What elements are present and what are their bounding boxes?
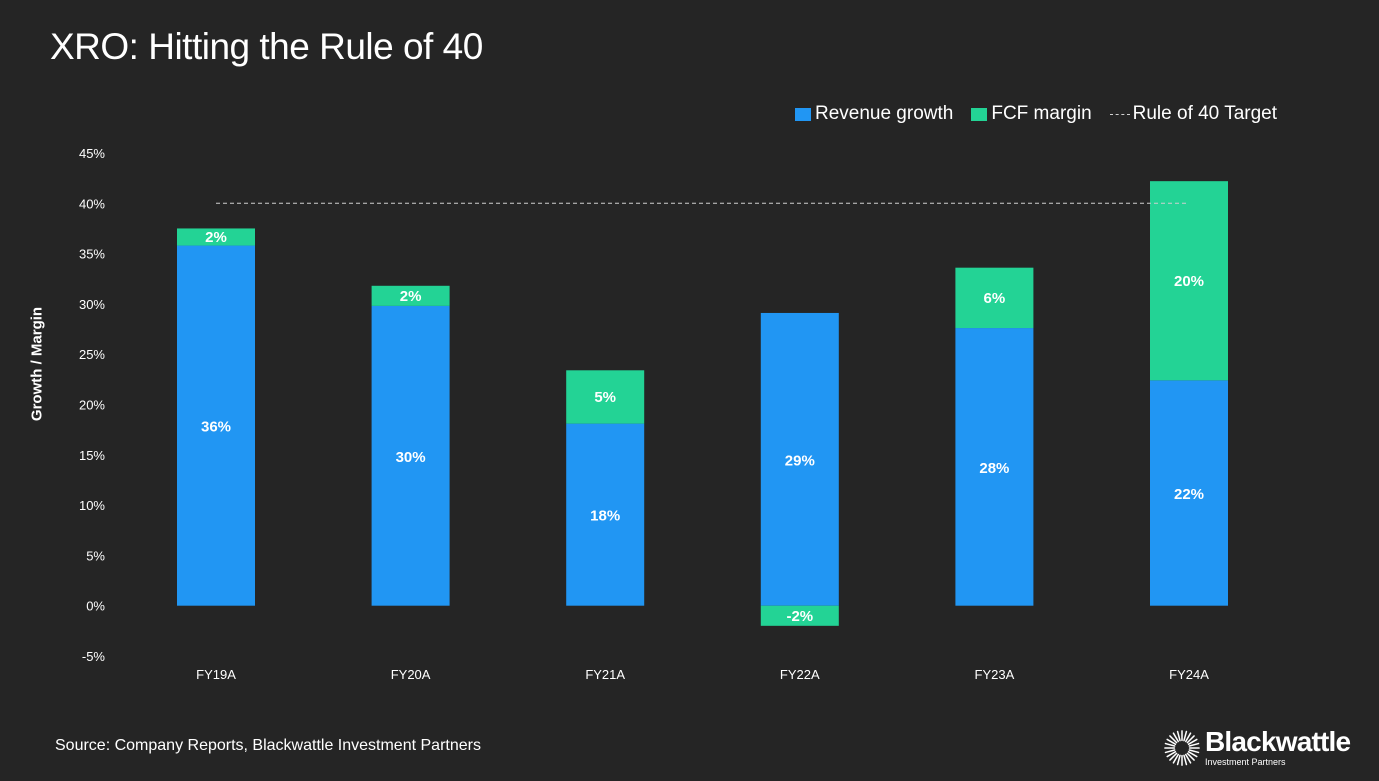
data-label-fcf: -2% — [786, 608, 813, 625]
legend-item-target: Rule of 40 Target — [1109, 103, 1277, 125]
legend-label-target: Rule of 40 Target — [1132, 103, 1277, 124]
data-label-fcf: 20% — [1174, 273, 1204, 290]
logo-ray — [1172, 731, 1179, 742]
bar-fcf-margin — [177, 228, 255, 246]
y-tick-label: 5% — [86, 548, 105, 563]
data-label-fcf: 5% — [594, 389, 616, 406]
x-tick-label: FY22A — [780, 667, 820, 682]
data-label-fcf: 2% — [400, 288, 422, 305]
bar-revenue-growth — [177, 245, 255, 606]
y-tick-label: 0% — [86, 599, 105, 614]
bar-fcf-margin — [566, 370, 645, 424]
y-tick-label: 10% — [79, 498, 105, 513]
data-label-revenue: 28% — [979, 460, 1009, 477]
bar-fcf-margin — [955, 267, 1034, 329]
y-tick-label: -5% — [82, 649, 106, 664]
legend-label-fcf: FCF margin — [991, 103, 1092, 124]
y-tick-label: 15% — [79, 448, 105, 463]
logo: Blackwattle Investment Partners — [1163, 726, 1351, 767]
legend-swatch-target — [1109, 113, 1130, 115]
logo-subtitle: Investment Partners — [1205, 757, 1286, 767]
logo-ray — [1187, 738, 1198, 745]
bar-fcf-margin — [1150, 181, 1228, 381]
x-tick-label: FY24A — [1169, 667, 1209, 682]
legend-item-fcf: FCF margin — [971, 103, 1092, 125]
x-tick-label: FY19A — [196, 667, 236, 682]
logo-ray — [1188, 742, 1200, 747]
x-tick-label: FY20A — [391, 667, 431, 682]
bar-revenue-growth — [760, 312, 839, 606]
source-note: Source: Company Reports, Blackwattle Inv… — [55, 737, 481, 754]
data-label-revenue: 29% — [785, 452, 815, 469]
bar-revenue-growth — [566, 423, 645, 606]
bar-revenue-growth — [1150, 380, 1228, 606]
x-tick-label: FY21A — [585, 667, 625, 682]
logo-ray — [1176, 754, 1181, 765]
logo-ray — [1166, 750, 1177, 757]
x-tick-label: FY23A — [975, 667, 1015, 682]
data-label-revenue: 36% — [201, 419, 231, 436]
y-tick-label: 35% — [79, 247, 105, 262]
y-tick-label: 25% — [79, 347, 105, 362]
bar-revenue-growth — [955, 328, 1034, 606]
y-tick-label: 20% — [79, 398, 105, 413]
logo-ray — [1164, 742, 1176, 747]
data-label-fcf: 2% — [205, 229, 227, 246]
logo-ray — [1169, 752, 1178, 761]
y-tick-label: 30% — [79, 297, 105, 312]
y-tick-label: 40% — [79, 196, 105, 211]
data-label-revenue: 30% — [396, 449, 426, 466]
logo-ray — [1164, 748, 1176, 753]
logo-ray — [1188, 748, 1200, 753]
data-label-revenue: 18% — [590, 508, 620, 525]
logo-ray — [1186, 752, 1195, 761]
logo-ray — [1166, 738, 1177, 745]
logo-name: Blackwattle — [1205, 726, 1351, 757]
logo-ray — [1172, 753, 1179, 764]
logo-ray — [1183, 730, 1188, 741]
legend-swatch-revenue — [794, 107, 811, 121]
data-label-fcf: 6% — [984, 290, 1006, 307]
legend-item-revenue: Revenue growth — [794, 103, 954, 125]
logo-ray — [1176, 730, 1181, 741]
logo-ray — [1185, 731, 1192, 742]
bar-revenue-growth — [371, 305, 450, 606]
logo-ray — [1185, 753, 1192, 764]
blackwattle-logo-icon — [1164, 729, 1200, 766]
logo-ray — [1169, 734, 1178, 743]
bar-fcf-margin — [371, 285, 450, 306]
data-label-revenue: 22% — [1174, 486, 1204, 503]
legend-swatch-fcf — [971, 107, 988, 121]
chart-title: XRO: Hitting the Rule of 40 — [50, 26, 483, 67]
bar-fcf-margin — [760, 605, 839, 626]
legend-label-revenue: Revenue growth — [814, 103, 954, 124]
legend: Revenue growth FCF margin Rule of 40 Tar… — [777, 103, 1277, 125]
logo-ray — [1187, 750, 1198, 757]
y-tick-label: 45% — [79, 146, 105, 161]
logo-ray — [1183, 754, 1188, 765]
logo-ray — [1186, 734, 1195, 743]
